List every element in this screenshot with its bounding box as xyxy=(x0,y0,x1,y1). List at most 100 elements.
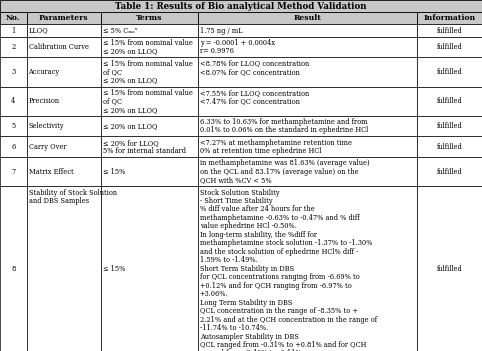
Text: and DBS Samples: and DBS Samples xyxy=(28,197,89,205)
Text: Precision: Precision xyxy=(28,97,60,105)
Text: Terms: Terms xyxy=(136,14,162,22)
Text: Short Term Stability in DBS: Short Term Stability in DBS xyxy=(200,265,294,273)
Text: ≤ 20% for LLOQ: ≤ 20% for LLOQ xyxy=(103,139,159,147)
Text: Parameters: Parameters xyxy=(39,14,89,22)
Bar xyxy=(0,116,27,137)
Text: QCL ranged from -0.31% to +0.81% and for QCH: QCL ranged from -0.31% to +0.81% and for… xyxy=(200,341,366,349)
Text: QCH with %CV < 5%: QCH with %CV < 5% xyxy=(200,176,271,184)
Text: -11.74% to -10.74%.: -11.74% to -10.74%. xyxy=(200,324,268,332)
Text: <8.07% for QC concentration: <8.07% for QC concentration xyxy=(200,68,299,76)
Text: <8.78% for LLOQ concentration: <8.78% for LLOQ concentration xyxy=(200,60,309,68)
Text: Long Term Stability in DBS: Long Term Stability in DBS xyxy=(200,299,292,307)
Text: 2: 2 xyxy=(11,43,15,51)
Bar xyxy=(198,157,417,186)
Text: ≤ 20% on LLOQ: ≤ 20% on LLOQ xyxy=(103,47,158,55)
Bar xyxy=(198,58,417,87)
Text: ≤ 20% on LLOQ: ≤ 20% on LLOQ xyxy=(103,106,158,114)
Bar xyxy=(417,25,482,37)
Text: 6: 6 xyxy=(11,143,15,151)
Text: ≤ 15%: ≤ 15% xyxy=(103,265,126,273)
Text: fulfilled: fulfilled xyxy=(437,168,462,176)
Text: fulfilled: fulfilled xyxy=(437,68,462,76)
Text: QCL concentration in the range of -8.35% to +: QCL concentration in the range of -8.35%… xyxy=(200,307,358,315)
Text: Information: Information xyxy=(423,14,476,22)
Text: ≤ 15% from nominal value: ≤ 15% from nominal value xyxy=(103,39,193,47)
Text: 1.75 ng / mL: 1.75 ng / mL xyxy=(200,27,242,35)
Bar xyxy=(27,25,101,37)
Text: LLOQ: LLOQ xyxy=(28,27,48,35)
Bar xyxy=(27,37,101,58)
Bar xyxy=(198,25,417,37)
Text: and the stock solution of ephedrine HCl% diff -: and the stock solution of ephedrine HCl%… xyxy=(200,248,358,256)
Bar xyxy=(0,137,27,157)
Text: in methamphetamine was 81.63% (average value): in methamphetamine was 81.63% (average v… xyxy=(200,159,369,167)
Text: Matrix Effect: Matrix Effect xyxy=(28,168,73,176)
Bar xyxy=(101,58,198,87)
Text: fulfilled: fulfilled xyxy=(437,265,462,273)
Text: fulfilled: fulfilled xyxy=(437,43,462,51)
Text: In long-term stability, the %diff for: In long-term stability, the %diff for xyxy=(200,231,317,239)
Text: 5% for internal standard: 5% for internal standard xyxy=(103,147,186,155)
Text: No.: No. xyxy=(6,14,20,22)
Bar xyxy=(198,12,417,25)
Bar xyxy=(417,116,482,137)
Text: ≤ 15%: ≤ 15% xyxy=(103,168,126,176)
Bar xyxy=(27,58,101,87)
Bar xyxy=(101,87,198,116)
Text: % diff value after 24 hours for the: % diff value after 24 hours for the xyxy=(200,205,314,213)
Text: 8: 8 xyxy=(11,265,15,273)
Text: ≤ 20% on LLOQ: ≤ 20% on LLOQ xyxy=(103,122,158,130)
Text: ≤ 5% Cₘₐˣ: ≤ 5% Cₘₐˣ xyxy=(103,27,138,35)
Bar xyxy=(27,12,101,25)
Bar xyxy=(198,87,417,116)
Text: 3: 3 xyxy=(11,68,15,76)
Bar xyxy=(27,157,101,186)
Text: +3.06%.: +3.06%. xyxy=(200,290,228,298)
Text: Stability of Stock Solution: Stability of Stock Solution xyxy=(28,188,117,197)
Bar xyxy=(417,37,482,58)
Text: y = -0.0001 + 0.0004x: y = -0.0001 + 0.0004x xyxy=(200,39,275,47)
Text: 7: 7 xyxy=(11,168,15,176)
Text: <7.27% at methamphetamine retention time: <7.27% at methamphetamine retention time xyxy=(200,139,352,147)
Text: Accuracy: Accuracy xyxy=(28,68,60,76)
Text: Table 1: Results of Bio analytical Method Validation: Table 1: Results of Bio analytical Metho… xyxy=(115,2,367,11)
Bar xyxy=(417,137,482,157)
Bar xyxy=(417,58,482,87)
Bar xyxy=(101,137,198,157)
Text: r= 0.9976: r= 0.9976 xyxy=(200,47,233,55)
Text: Carry Over: Carry Over xyxy=(28,143,66,151)
Bar xyxy=(0,186,27,351)
Bar xyxy=(27,87,101,116)
Text: 0% at retention time ephedrine HCl: 0% at retention time ephedrine HCl xyxy=(200,147,321,155)
Bar xyxy=(0,58,27,87)
Text: <7.47% for QC concentration: <7.47% for QC concentration xyxy=(200,97,300,105)
Bar xyxy=(417,87,482,116)
Bar xyxy=(0,12,27,25)
Text: methamphetamine stock solution -1.37% to -1.30%: methamphetamine stock solution -1.37% to… xyxy=(200,239,372,247)
Bar xyxy=(101,12,198,25)
Text: <7.55% for LLOQ concentration: <7.55% for LLOQ concentration xyxy=(200,89,309,97)
Text: value ephedrine HCl -0.50%.: value ephedrine HCl -0.50%. xyxy=(200,223,296,231)
Text: 2.21% and at the QCH concentration in the range of: 2.21% and at the QCH concentration in th… xyxy=(200,316,377,324)
Text: +0.12% and for QCH ranging from -6.97% to: +0.12% and for QCH ranging from -6.97% t… xyxy=(200,282,351,290)
Text: Autosampler Stability in DBS: Autosampler Stability in DBS xyxy=(200,332,298,340)
Text: of QC: of QC xyxy=(103,97,122,105)
Text: fulfilled: fulfilled xyxy=(437,122,462,130)
Text: Stock Solution Stability: Stock Solution Stability xyxy=(200,188,279,197)
Bar xyxy=(101,116,198,137)
Bar xyxy=(198,37,417,58)
Text: on the QCL and 83.17% (average value) on the: on the QCL and 83.17% (average value) on… xyxy=(200,168,358,176)
Text: 0.01% to 0.06% on the standard in ephedrine HCl: 0.01% to 0.06% on the standard in ephedr… xyxy=(200,126,368,134)
Text: ranged from -3.40% to -0.11%.: ranged from -3.40% to -0.11%. xyxy=(200,350,303,351)
Text: of QC: of QC xyxy=(103,68,122,76)
Text: Selectivity: Selectivity xyxy=(28,122,64,130)
Bar xyxy=(0,0,482,12)
Bar xyxy=(0,157,27,186)
Text: 1: 1 xyxy=(11,27,15,35)
Bar xyxy=(417,157,482,186)
Text: fulfilled: fulfilled xyxy=(437,27,462,35)
Text: Result: Result xyxy=(294,14,321,22)
Bar xyxy=(101,37,198,58)
Text: methamphetamine -0.63% to -0.47% and % diff: methamphetamine -0.63% to -0.47% and % d… xyxy=(200,214,359,222)
Bar xyxy=(101,157,198,186)
